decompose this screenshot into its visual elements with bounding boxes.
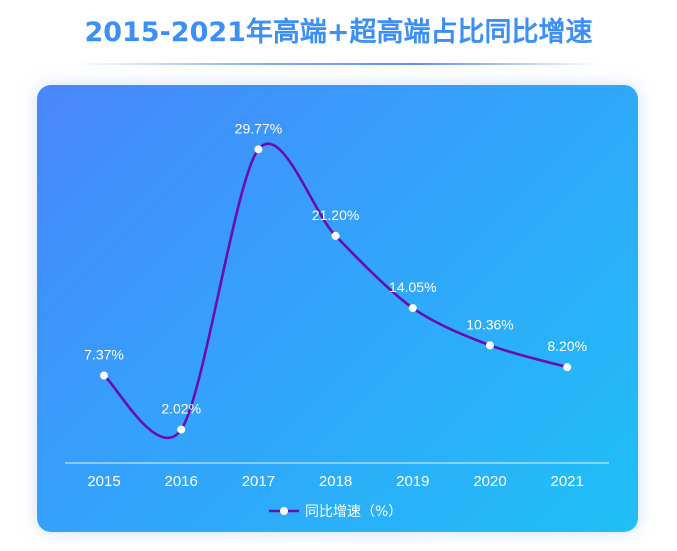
data-point (177, 425, 186, 434)
data-label: 8.20% (547, 338, 587, 354)
data-point (100, 371, 108, 380)
x-tick-label: 2016 (165, 473, 198, 490)
line-chart: 2015 2016 2017 2018 2019 2020 2021 7.37% 2.02% 29… (65, 120, 609, 520)
data-point (486, 341, 494, 350)
data-label: 2.02% (161, 401, 201, 417)
data-label: 21.20% (312, 207, 359, 223)
data-point (254, 145, 263, 154)
x-tick-label: 2020 (473, 473, 506, 490)
chart-card: 2015 2016 2017 2018 2019 2020 2021 7.37% 2.02% 29… (37, 85, 638, 532)
data-point (563, 363, 572, 372)
data-label: 7.37% (84, 347, 124, 363)
page-title: 2015-2021年高端+超高端占比同比增速 (84, 17, 593, 48)
legend-label: 同比增速（%） (305, 504, 402, 520)
x-tick-label: 2018 (319, 473, 352, 490)
x-tick-label: 2015 (87, 473, 120, 490)
legend-marker (280, 507, 288, 515)
data-label: 10.36% (466, 316, 513, 332)
data-point (331, 231, 340, 240)
x-tick-label: 2019 (396, 473, 429, 490)
x-tick-label: 2021 (551, 473, 584, 490)
data-point (408, 304, 417, 313)
series-line (102, 142, 569, 440)
data-label: 14.05% (389, 279, 436, 295)
x-tick-label: 2017 (242, 473, 275, 490)
title-underline (75, 63, 600, 65)
data-label: 29.77% (235, 120, 282, 136)
